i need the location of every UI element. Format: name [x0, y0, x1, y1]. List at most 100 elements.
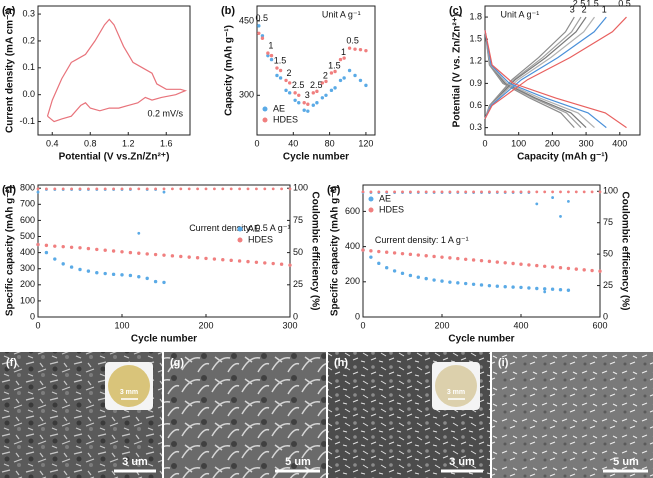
annotation: 0.2 mV/s — [147, 109, 183, 119]
x-tick-label: 0 — [482, 138, 487, 148]
data-point — [69, 245, 74, 249]
plot-frame — [37, 5, 191, 136]
ce-point — [70, 187, 73, 191]
ce-point — [112, 187, 115, 191]
data-point — [338, 57, 343, 62]
data-point — [311, 91, 315, 95]
data-point — [293, 91, 297, 95]
data-point — [440, 279, 444, 283]
data-point — [179, 254, 183, 259]
y-tick-label: 0 — [30, 311, 35, 321]
y2-tick-label: 100 — [293, 183, 308, 193]
legend-marker — [262, 117, 268, 123]
data-point — [364, 48, 368, 53]
segment-label: 1 — [341, 47, 346, 57]
y2-tick-label: 100 — [603, 186, 618, 196]
data-point — [128, 250, 133, 255]
data-point — [471, 282, 476, 286]
data-point — [237, 259, 242, 263]
y-tick-label: 0.1 — [22, 62, 35, 72]
data-point — [550, 287, 555, 291]
data-point — [424, 276, 428, 281]
data-point — [137, 251, 141, 255]
data-point — [503, 261, 507, 265]
ce-point — [551, 190, 554, 194]
annotation: Unit A g⁻¹ — [322, 9, 361, 19]
data-point — [61, 244, 65, 249]
ce-point — [488, 190, 491, 194]
data-point — [44, 243, 49, 248]
y-tick-label: 0 — [355, 311, 360, 321]
legend-marker — [262, 106, 268, 112]
ce-point — [45, 187, 48, 191]
y-tick-label: 200 — [345, 276, 360, 286]
y2-tick-label: 25 — [603, 280, 613, 290]
ce-point — [598, 190, 602, 194]
y-tick-label: 1.8 — [469, 11, 482, 21]
series-label: 0.5 — [618, 0, 631, 8]
ce-point — [204, 187, 208, 191]
segment-label: 0.5 — [346, 36, 359, 46]
ce-point — [590, 190, 594, 194]
ce-point — [559, 190, 562, 194]
x-tick-label: 40 — [288, 138, 298, 148]
y-tick-label: 400 — [345, 241, 360, 251]
series-label: 1.5 — [586, 0, 599, 8]
ce-point — [567, 199, 570, 203]
x-tick-label: 120 — [358, 138, 373, 148]
x-tick-label: 300 — [282, 320, 297, 330]
ce-point — [187, 187, 191, 191]
ce-point — [129, 187, 132, 191]
x-tick-label: 0 — [360, 320, 365, 330]
y2-tick-label: 50 — [603, 249, 613, 259]
ce-point — [464, 190, 468, 194]
series-label: 3 — [570, 4, 575, 14]
ce-point — [263, 187, 267, 191]
ce-point — [448, 190, 452, 194]
x-axis-label: Potential (V vs.Zn/Zn²⁺) — [59, 152, 170, 163]
data-point — [315, 101, 319, 105]
y2-tick-label: 25 — [293, 279, 303, 289]
data-point — [95, 271, 99, 275]
x-tick-label: 1.2 — [122, 138, 135, 148]
ce-point — [519, 190, 523, 194]
y2-tick-label: 0 — [293, 311, 298, 321]
y-tick-label: 600 — [345, 206, 360, 216]
x-tick-label: 0 — [254, 138, 259, 148]
data-point — [590, 268, 594, 273]
ce-point — [87, 187, 90, 191]
ce-point — [179, 187, 183, 191]
y-tick-label: 400 — [20, 247, 35, 257]
data-point — [574, 267, 578, 271]
ce-point — [246, 187, 250, 191]
data-point — [558, 266, 563, 270]
segment-label: 0.5 — [256, 13, 269, 23]
x-axis-label: Capacity (mAh g⁻¹) — [517, 152, 608, 163]
data-point — [275, 66, 279, 70]
data-point — [128, 273, 133, 278]
data-point — [297, 101, 301, 105]
data-point — [479, 283, 484, 287]
data-point — [527, 263, 531, 267]
legend-marker — [368, 196, 374, 202]
data-point — [288, 263, 292, 267]
data-point — [456, 281, 460, 285]
data-point — [511, 285, 515, 289]
ce-point — [238, 187, 242, 191]
y-tick-label: -0.1 — [19, 116, 35, 126]
y-axis-label: Specific capacity (mAh g⁻¹) — [330, 186, 341, 316]
legend-label: HDES — [379, 204, 404, 214]
data-point — [543, 287, 547, 291]
data-point — [257, 24, 261, 28]
ce-point — [511, 190, 515, 194]
data-point — [416, 275, 420, 279]
panel-label: (i) — [498, 357, 509, 369]
ce-point — [543, 190, 547, 194]
data-point — [495, 284, 499, 288]
data-point — [137, 275, 141, 279]
data-point — [369, 249, 373, 253]
ce-point — [401, 190, 404, 194]
legend-marker — [368, 207, 374, 213]
